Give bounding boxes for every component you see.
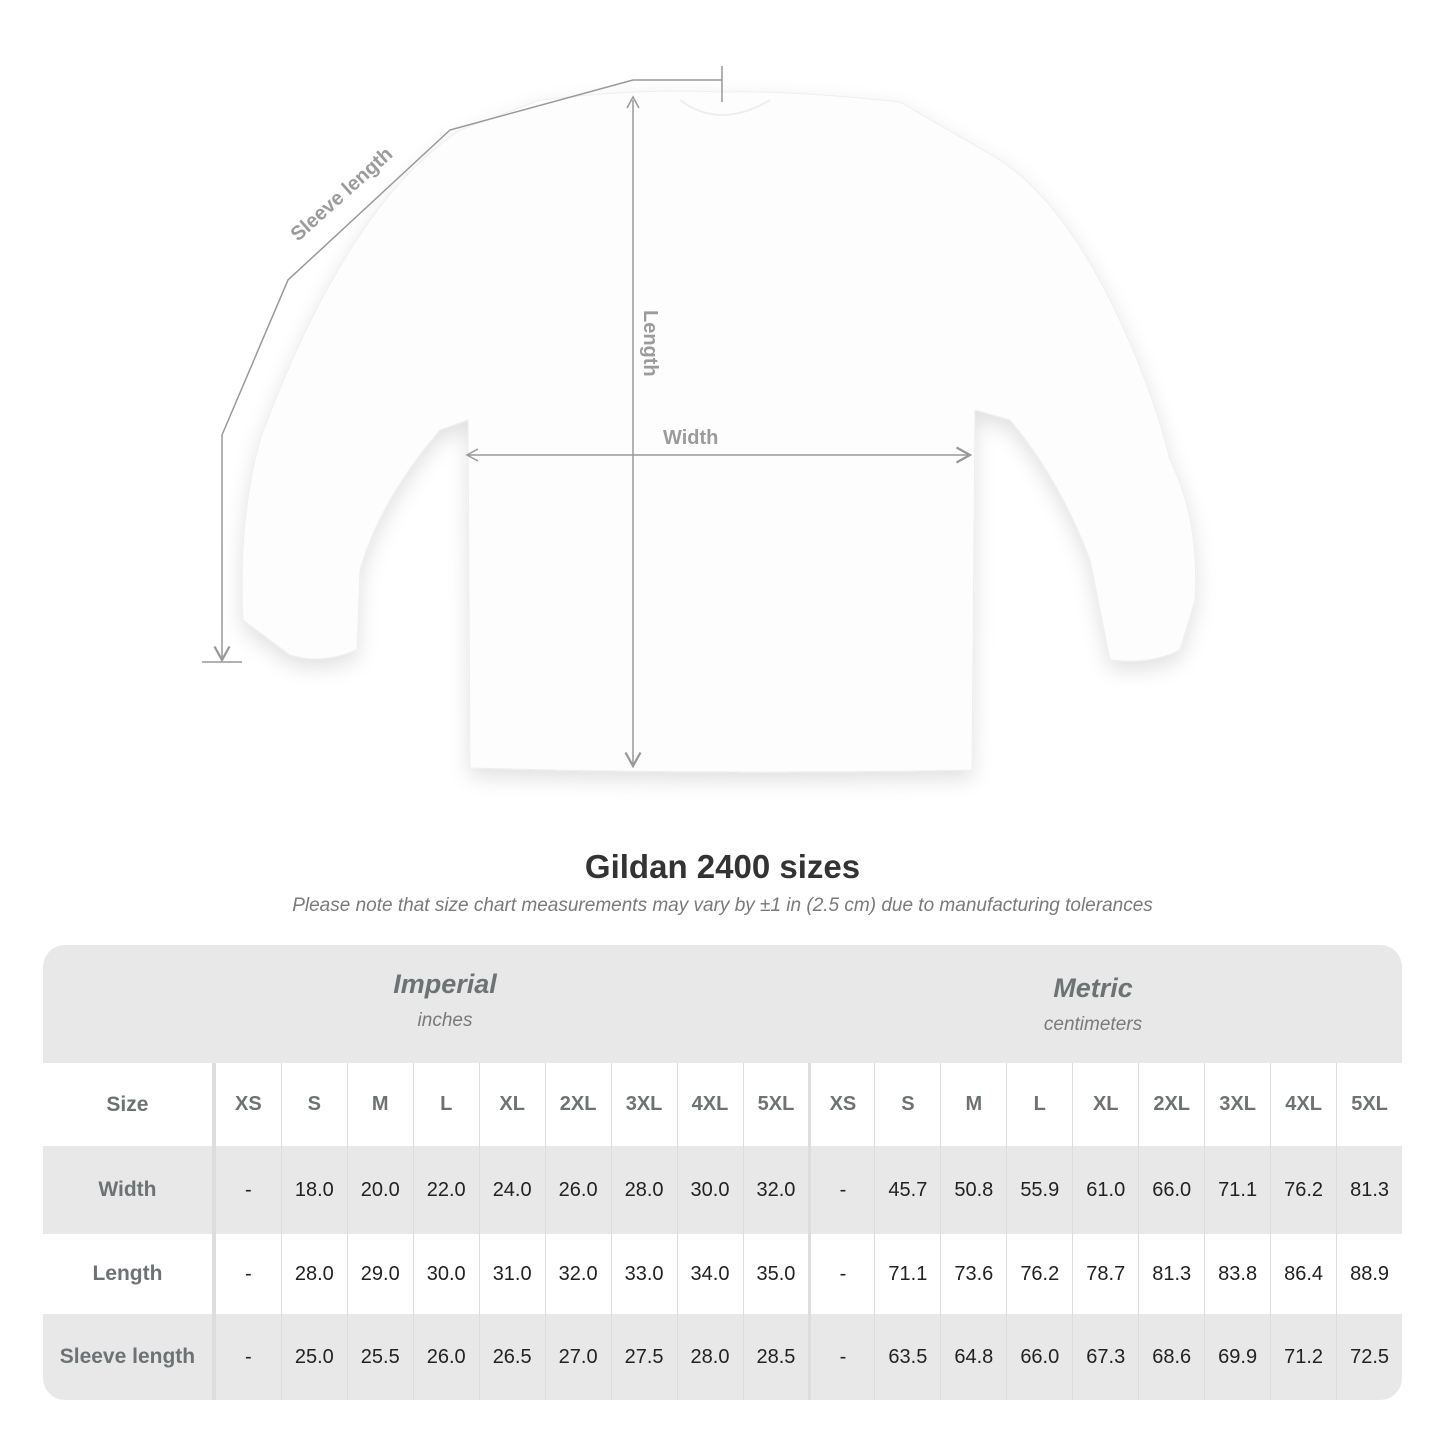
imperial-value-cell: 28.0 — [676, 1314, 743, 1400]
metric-size-2xl: 2XL — [1138, 1063, 1204, 1146]
metric-value-cell: 68.6 — [1138, 1314, 1204, 1400]
imperial-value-cell: 25.5 — [346, 1314, 413, 1400]
metric-value-cell: - — [808, 1234, 874, 1314]
imperial-size-l: L — [412, 1063, 479, 1146]
metric-size-xs: XS — [808, 1063, 874, 1146]
metric-value-cell: 86.4 — [1270, 1234, 1336, 1314]
imperial-value-cell: - — [214, 1314, 281, 1400]
imperial-size-xs: XS — [214, 1063, 281, 1146]
metric-value-cell: 71.1 — [1204, 1146, 1270, 1234]
metric-value-cell: 81.3 — [1138, 1234, 1204, 1314]
imperial-size-2xl: 2XL — [544, 1063, 611, 1146]
width-measure: Width — [465, 427, 973, 464]
imperial-value-cell: 35.0 — [742, 1234, 809, 1314]
metric-value-cell: 88.9 — [1336, 1234, 1402, 1314]
imperial-size-xl: XL — [478, 1063, 545, 1146]
imperial-value-cell: - — [214, 1234, 281, 1314]
metric-value-cell: 63.5 — [874, 1314, 940, 1400]
imperial-value-cell: 26.0 — [412, 1314, 479, 1400]
imperial-value-cell: 33.0 — [610, 1234, 677, 1314]
imperial-size-s: S — [280, 1063, 347, 1146]
imperial-size-4xl: 4XL — [676, 1063, 743, 1146]
long-sleeve-shirt-image — [241, 90, 1197, 773]
imperial-value-cell: 24.0 — [478, 1146, 545, 1234]
imperial-value-cell: - — [214, 1146, 281, 1234]
imperial-value-cell: 26.0 — [544, 1146, 611, 1234]
metric-unit: centimeters — [1043, 1014, 1143, 1035]
imperial-value-cell: 30.0 — [412, 1234, 479, 1314]
metric-size-m: M — [940, 1063, 1006, 1146]
imperial-value-cell: 20.0 — [346, 1146, 413, 1234]
imperial-unit: inches — [417, 1010, 473, 1031]
metric-value-cell: - — [808, 1146, 874, 1234]
length-label: Length — [639, 310, 661, 377]
imperial-size-m: M — [346, 1063, 413, 1146]
metric-value-cell: 61.0 — [1072, 1146, 1138, 1234]
metric-value-cell: 66.0 — [1006, 1314, 1072, 1400]
metric-value-cell: 83.8 — [1204, 1234, 1270, 1314]
imperial-size-5xl: 5XL — [742, 1063, 809, 1146]
tolerance-note: Please note that size chart measurements… — [292, 895, 1153, 916]
metric-value-cell: 66.0 — [1138, 1146, 1204, 1234]
width-label: Width — [663, 427, 718, 449]
size-header-row: Size XS S M L XL 2XL 3XL 4XL 5XL XS S M L XL 2XL 3XL 4XL 5… — [43, 1063, 1402, 1146]
imperial-value-cell: 29.0 — [346, 1234, 413, 1314]
size-table: Imperial inches Metric centimeters Size X… — [43, 945, 1402, 1400]
metric-title: Metric — [1053, 973, 1133, 1003]
metric-size-l: L — [1006, 1063, 1072, 1146]
metric-value-cell: 55.9 — [1006, 1146, 1072, 1234]
table-row-length: Length -28.0 29.0 30.0 31.0 32.0 33.0 34.0 35.0-… — [43, 1234, 1402, 1314]
units-header: Imperial inches Metric centimeters — [43, 945, 1402, 1063]
imperial-value-cell: 32.0 — [544, 1234, 611, 1314]
metric-size-s: S — [874, 1063, 940, 1146]
row-label: Width — [43, 1146, 215, 1234]
shirt-diagram: Sleeve length Length Width — [202, 66, 1197, 773]
imperial-value-cell: 26.5 — [478, 1314, 545, 1400]
imperial-value-cell: 25.0 — [280, 1314, 347, 1400]
metric-value-cell: 50.8 — [940, 1146, 1006, 1234]
imperial-value-cell: 28.5 — [742, 1314, 809, 1400]
metric-value-cell: 81.3 — [1336, 1146, 1402, 1234]
imperial-value-cell: 34.0 — [676, 1234, 743, 1314]
imperial-value-cell: 31.0 — [478, 1234, 545, 1314]
metric-value-cell: 72.5 — [1336, 1314, 1402, 1400]
metric-value-cell: 67.3 — [1072, 1314, 1138, 1400]
size-label: Size — [43, 1063, 215, 1146]
chart-title: Gildan 2400 sizes — [584, 848, 861, 885]
metric-value-cell: - — [808, 1314, 874, 1400]
metric-size-4xl: 4XL — [1270, 1063, 1336, 1146]
metric-value-cell: 71.2 — [1270, 1314, 1336, 1400]
metric-value-cell: 78.7 — [1072, 1234, 1138, 1314]
imperial-value-cell: 32.0 — [742, 1146, 809, 1234]
metric-value-cell: 76.2 — [1270, 1146, 1336, 1234]
length-measure: Length — [624, 95, 661, 769]
row-label: Length — [43, 1234, 215, 1314]
table-row-sleeve-length: Sleeve length -25.0 25.5 26.0 26.5 27.0 27.5 28… — [43, 1314, 1402, 1400]
imperial-value-cell: 28.0 — [280, 1234, 347, 1314]
imperial-header: Imperial inches — [215, 969, 675, 1032]
metric-size-5xl: 5XL — [1336, 1063, 1402, 1146]
imperial-value-cell: 22.0 — [412, 1146, 479, 1234]
metric-value-cell: 45.7 — [874, 1146, 940, 1234]
imperial-value-cell: 30.0 — [676, 1146, 743, 1234]
metric-size-xl: XL — [1072, 1063, 1138, 1146]
metric-size-3xl: 3XL — [1204, 1063, 1270, 1146]
metric-value-cell: 76.2 — [1006, 1234, 1072, 1314]
imperial-title: Imperial — [393, 969, 497, 999]
row-label: Sleeve length — [43, 1314, 215, 1400]
table-row-width: Width -18.0 20.0 22.0 24.0 26.0 28.0 30.0 32.0-4… — [43, 1146, 1402, 1234]
imperial-value-cell: 27.5 — [610, 1314, 677, 1400]
metric-value-cell: 64.8 — [940, 1314, 1006, 1400]
metric-value-cell: 69.9 — [1204, 1314, 1270, 1400]
imperial-value-cell: 27.0 — [544, 1314, 611, 1400]
imperial-value-cell: 28.0 — [610, 1146, 677, 1234]
imperial-value-cell: 18.0 — [280, 1146, 347, 1234]
metric-value-cell: 71.1 — [874, 1234, 940, 1314]
metric-header: Metric centimeters — [863, 973, 1323, 1036]
imperial-size-3xl: 3XL — [610, 1063, 677, 1146]
metric-value-cell: 73.6 — [940, 1234, 1006, 1314]
